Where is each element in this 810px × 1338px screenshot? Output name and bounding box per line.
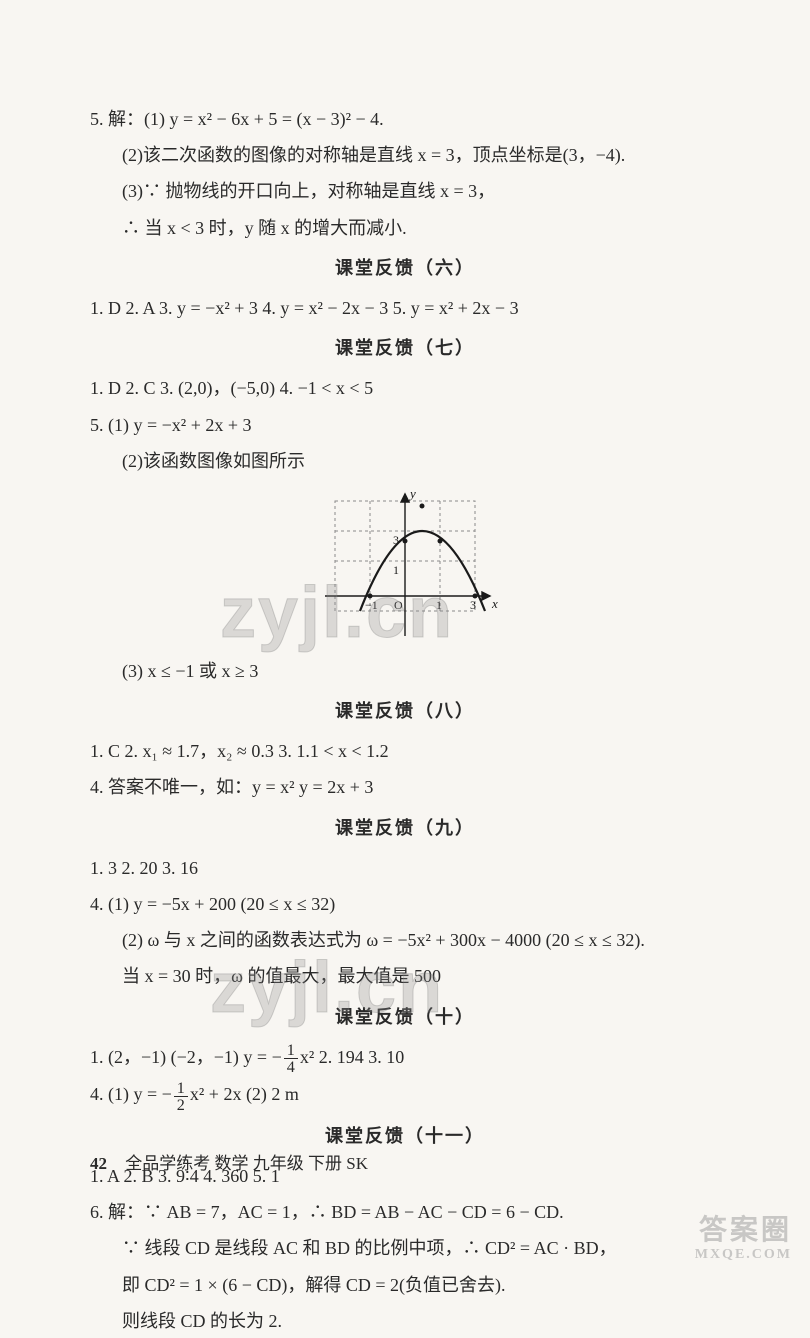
sec10-r2b: x² + 2x (2) 2 m	[190, 1084, 299, 1104]
sec10-r2a: 4. (1) y = −	[90, 1084, 172, 1104]
svg-text:x: x	[491, 596, 498, 611]
sec11-row5: 则线段 CD 的长为 2.	[90, 1304, 720, 1338]
sec9-row1: 1. 3 2. 20 3. 16	[90, 851, 720, 885]
sec11-row2: 6. 解：∵ AB = 7，AC = 1，∴ BD = AB − AC − CD…	[90, 1195, 720, 1229]
page-number: 42	[90, 1154, 107, 1173]
sec10-r1b: x² 2. 194 3. 10	[300, 1047, 404, 1067]
sec11-row4: 即 CD² = 1 × (6 − CD)，解得 CD = 2(负值已舍去).	[90, 1268, 720, 1302]
section-7-title: 课堂反馈（七）	[90, 331, 720, 365]
sec11-row3: ∵ 线段 CD 是线段 AC 和 BD 的比例中项，∴ CD² = AC · B…	[90, 1231, 720, 1265]
corner-logo: 答案圈 MXQE.COM	[695, 1216, 792, 1262]
svg-text:y: y	[408, 486, 416, 501]
svg-text:1: 1	[393, 563, 399, 577]
q5-p2: (2)该二次函数的图像的对称轴是直线 x = 3，顶点坐标是(3，−4).	[90, 138, 720, 172]
section-10-title: 课堂反馈（十）	[90, 1000, 720, 1034]
parabola-svg: y x O −1 1 3 3 1	[310, 486, 500, 646]
corner-top: 答案圈	[699, 1215, 792, 1246]
section-9-title: 课堂反馈（九）	[90, 811, 720, 845]
frac-1-4: 14	[284, 1042, 298, 1075]
page-footer: 42 全品学练考 数学 九年级 下册 SK	[90, 1148, 368, 1180]
q5-p1: (1) y = x² − 6x + 5 = (x − 3)² − 4.	[144, 109, 384, 129]
sec6-row1: 1. D 2. A 3. y = −x² + 3 4. y = x² − 2x …	[90, 291, 720, 325]
svg-text:−1: −1	[365, 598, 378, 612]
sec9-row4: 当 x = 30 时，ω 的值最大，最大值是 500	[90, 959, 720, 993]
sec10-row1: 1. (2，−1) (−2，−1) y = −14x² 2. 194 3. 10	[90, 1040, 720, 1076]
svg-text:1: 1	[436, 598, 442, 612]
frac-1-2: 12	[174, 1080, 188, 1113]
parabola-graph: y x O −1 1 3 3 1	[90, 486, 720, 646]
footer-text: 全品学练考 数学 九年级 下册 SK	[125, 1154, 368, 1173]
section-8-title: 课堂反馈（八）	[90, 694, 720, 728]
q5-lead: 5. 解：	[90, 109, 144, 129]
sec8-row2: 4. 答案不唯一，如：y = x² y = 2x + 3	[90, 770, 720, 804]
sec7-row3: (3) x ≤ −1 或 x ≥ 3	[90, 654, 720, 688]
sec10-row2: 4. (1) y = −12x² + 2x (2) 2 m	[90, 1077, 720, 1113]
sec7-row1: 1. D 2. C 3. (2,0)，(−5,0) 4. −1 < x < 5	[90, 371, 720, 405]
q5-p4: ∴ 当 x < 3 时，y 随 x 的增大而减小.	[90, 211, 720, 245]
q5-p3: (3)∵ 抛物线的开口向上，对称轴是直线 x = 3，	[90, 174, 720, 208]
sec7-row2b: (2)该函数图像如图所示	[90, 444, 720, 478]
svg-text:3: 3	[393, 533, 399, 547]
q5-line1: 5. 解：(1) y = x² − 6x + 5 = (x − 3)² − 4.	[90, 102, 720, 136]
sec9-row2: 4. (1) y = −5x + 200 (20 ≤ x ≤ 32)	[90, 887, 720, 921]
corner-bot: MXQE.COM	[695, 1247, 792, 1262]
sec9-row3: (2) ω 与 x 之间的函数表达式为 ω = −5x² + 300x − 40…	[90, 923, 720, 957]
svg-text:3: 3	[470, 598, 476, 612]
section-6-title: 课堂反馈（六）	[90, 251, 720, 285]
sec10-r1a: 1. (2，−1) (−2，−1) y = −	[90, 1047, 282, 1067]
sec7-row2a: 5. (1) y = −x² + 2x + 3	[90, 408, 720, 442]
sec8-row1: 1. C 2. x₁ ≈ 1.7，x₂ ≈ 0.3 3. 1.1 < x < 1…	[90, 734, 720, 768]
svg-text:O: O	[394, 598, 403, 612]
